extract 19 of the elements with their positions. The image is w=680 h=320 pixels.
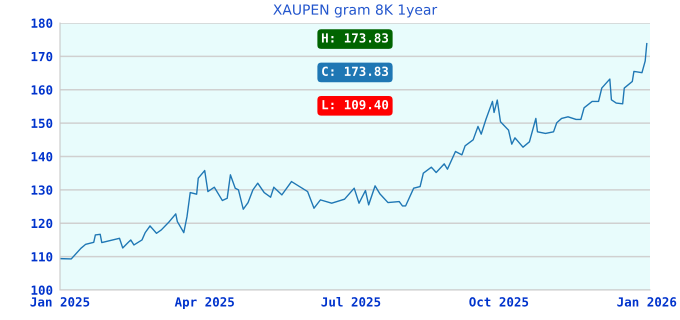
y-tick-label: 140 bbox=[32, 152, 52, 162]
y-tick-label: 120 bbox=[32, 218, 52, 228]
y-tick-label: 100 bbox=[32, 285, 52, 295]
x-tick-label: Oct 2025 bbox=[469, 297, 528, 307]
annotation: L: 109.40 bbox=[322, 100, 388, 110]
x-tick-label: Apr 2025 bbox=[174, 297, 234, 310]
line-series bbox=[60, 42, 648, 260]
y-tick-label: 110 bbox=[32, 252, 52, 262]
x-tick-label: Jan 2025 bbox=[30, 297, 90, 307]
y-tick-label: 130 bbox=[32, 185, 52, 195]
x-tick-label: Jan 2026 bbox=[617, 297, 676, 307]
y-tick-label: 170 bbox=[32, 52, 52, 62]
x-tick-label: Jul 2025 bbox=[322, 296, 380, 307]
y-tick-label: 180 bbox=[32, 18, 52, 28]
chart-title: XAUPEN gram 8K 1year bbox=[273, 4, 438, 18]
y-tick-label: 160 bbox=[32, 85, 52, 95]
annotation: C: 173.83 bbox=[322, 66, 388, 76]
y-tick-label: 150 bbox=[32, 118, 52, 128]
annotation: H: 173.83 bbox=[322, 33, 388, 43]
